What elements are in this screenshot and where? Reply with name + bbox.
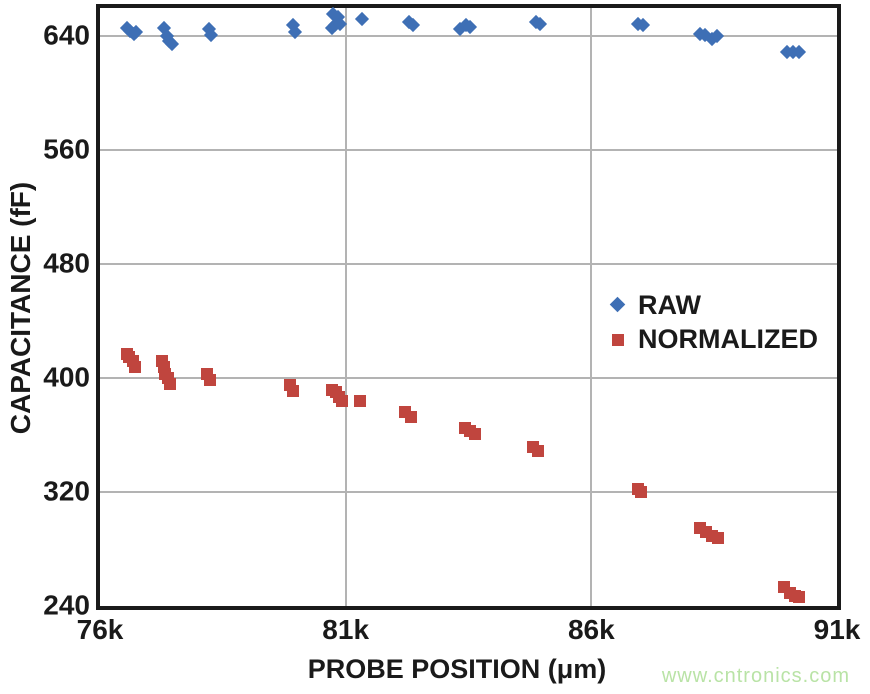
x-axis-title: PROBE POSITION (μm) <box>307 654 607 684</box>
raw-diamond-icon <box>609 296 626 313</box>
normalized-data-point <box>635 486 648 499</box>
y-tick-label-400: 400 <box>43 361 90 393</box>
normalized-data-point <box>532 444 545 457</box>
normalized-data-point <box>203 373 216 386</box>
normalized-data-point <box>164 377 177 390</box>
normalized-data-point <box>336 394 349 407</box>
normalized-square-icon <box>612 334 624 346</box>
y-tick-label-240: 240 <box>43 589 90 621</box>
plot-border <box>96 4 841 610</box>
normalized-data-point <box>793 591 806 604</box>
x-gridline-86k <box>590 8 593 606</box>
legend-item-raw: RAW <box>604 288 818 322</box>
normalized-data-point <box>129 360 142 373</box>
y-gridline-640 <box>100 35 837 38</box>
y-gridline-320 <box>100 491 837 494</box>
legend-label-normalized: NORMALIZED <box>638 323 818 354</box>
y-gridline-400 <box>100 377 837 380</box>
y-tick-label-640: 640 <box>43 19 90 51</box>
x-tick-label-81k: 81k <box>322 614 370 645</box>
y-axis-title: CAPACITANCE (fF) <box>5 181 36 435</box>
legend-label-raw: RAW <box>638 289 701 320</box>
normalized-data-point <box>711 531 724 544</box>
y-gridline-560 <box>100 149 837 152</box>
legend-item-normalized: NORMALIZED <box>604 322 818 356</box>
x-tick-label-76k: 76k <box>76 614 124 645</box>
watermark-text: www.cntronics.com <box>661 665 850 687</box>
normalized-data-point <box>405 410 417 423</box>
x-tick-label-91k: 91k <box>813 614 861 645</box>
x-gridline-81k <box>344 8 347 606</box>
y-tick-label-560: 560 <box>43 133 90 165</box>
plot-area <box>100 6 837 606</box>
raw-data-point <box>354 12 369 27</box>
y-tick-label-320: 320 <box>43 475 90 507</box>
y-tick-label-480: 480 <box>43 247 90 279</box>
y-gridline-480 <box>100 263 837 266</box>
normalized-data-point <box>353 394 366 407</box>
normalized-data-point <box>287 385 300 397</box>
normalized-data-point <box>468 427 481 440</box>
x-tick-label-86k: 86k <box>567 614 615 645</box>
legend: RAW NORMALIZED <box>604 288 818 356</box>
